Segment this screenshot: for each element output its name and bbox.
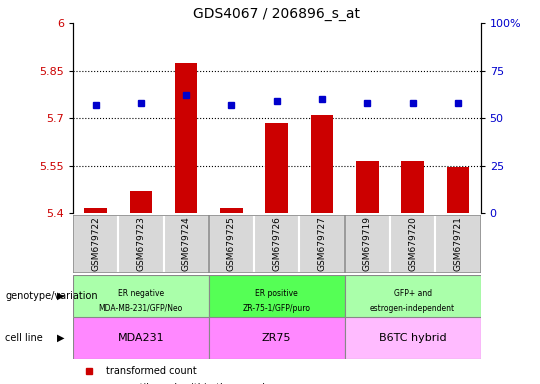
Text: MDA-MB-231/GFP/Neo: MDA-MB-231/GFP/Neo [99,304,183,313]
Bar [73,215,118,273]
Text: transformed count: transformed count [105,366,196,376]
Text: ZR-75-1/GFP/puro: ZR-75-1/GFP/puro [243,304,310,313]
Text: GSM679721: GSM679721 [454,217,462,271]
Bar [118,215,164,273]
Text: GSM679723: GSM679723 [137,217,145,271]
Title: GDS4067 / 206896_s_at: GDS4067 / 206896_s_at [193,7,360,21]
Bar [447,167,469,213]
Bar [345,275,481,317]
Bar [356,161,379,213]
Bar [435,215,481,273]
Bar [345,317,481,359]
Text: MDA231: MDA231 [118,333,164,343]
Bar [73,317,209,359]
Bar [220,209,243,213]
Bar [390,215,435,273]
Text: cell line: cell line [5,333,43,343]
Bar [84,209,107,213]
Text: GSM679727: GSM679727 [318,217,327,271]
Bar [209,215,254,273]
Bar [209,317,345,359]
Text: genotype/variation: genotype/variation [5,291,98,301]
Bar [310,115,333,213]
Bar [401,161,424,213]
Bar [266,123,288,213]
Text: ▶: ▶ [57,333,65,343]
Bar [130,191,152,213]
Text: GSM679722: GSM679722 [91,217,100,271]
Text: GSM679724: GSM679724 [181,217,191,271]
Text: estrogen-independent: estrogen-independent [370,304,455,313]
Text: GSM679725: GSM679725 [227,217,236,271]
Text: percentile rank within the sample: percentile rank within the sample [105,383,271,384]
Text: ▶: ▶ [57,291,65,301]
Bar [164,215,209,273]
Text: B6TC hybrid: B6TC hybrid [379,333,447,343]
Bar [345,215,390,273]
Text: ER negative: ER negative [118,289,164,298]
Bar [175,63,198,213]
Bar [299,215,345,273]
Text: GSM679719: GSM679719 [363,216,372,271]
Text: ER positive: ER positive [255,289,298,298]
Bar [254,215,299,273]
Bar [73,275,209,317]
Text: GSM679726: GSM679726 [272,217,281,271]
Text: GFP+ and: GFP+ and [394,289,431,298]
Text: ZR75: ZR75 [262,333,292,343]
Text: GSM679720: GSM679720 [408,217,417,271]
Bar [209,275,345,317]
